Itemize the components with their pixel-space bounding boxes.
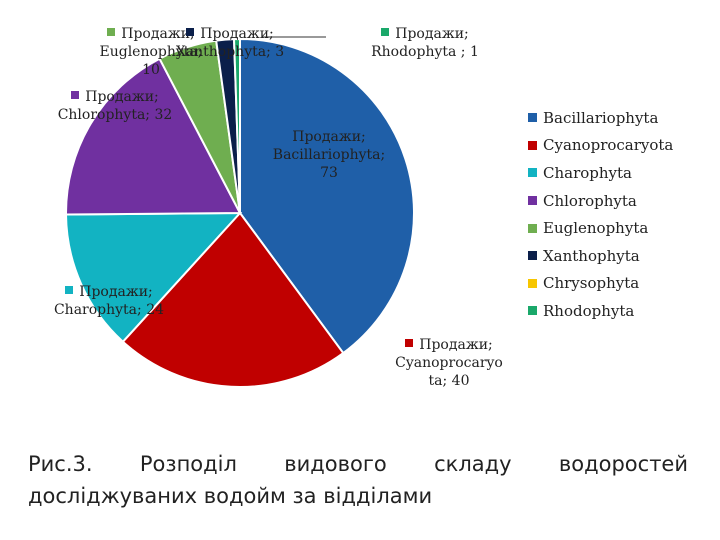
data-label-marker xyxy=(107,28,116,36)
data-label-value: 73 xyxy=(320,165,338,181)
legend-item: Euglenophyta xyxy=(528,214,673,242)
data-label-rhodophyta: Продажи; Rhodophyta ; 1 xyxy=(350,25,500,61)
data-label-category: Euglenophyta; xyxy=(99,44,203,60)
data-label-category: Chlorophyta; xyxy=(57,107,151,123)
legend-item: Charophyta xyxy=(528,159,673,187)
legend-label: Bacillariophyta xyxy=(543,108,659,127)
pie-slice-rhodophyta xyxy=(232,37,241,214)
data-label-cyanoprocaryota: Продажи; Cyanoprocaryo ta; 40 xyxy=(384,336,514,390)
legend-label: Rhodophyta xyxy=(543,301,635,320)
data-label-category: Cyanoprocaryo xyxy=(395,355,503,371)
data-label-series: Продажи; xyxy=(85,89,159,105)
legend-item: Xanthophyta xyxy=(528,242,673,270)
data-label-value: 24 xyxy=(146,302,165,318)
data-label-value: 40 xyxy=(451,373,470,389)
pie-chart: Продажи; Bacillariophyta; 73 Продажи; Cy… xyxy=(30,25,673,390)
legend-label: Xanthophyta xyxy=(543,246,640,265)
legend-swatch xyxy=(528,140,537,150)
legend-item: Chrysophyta xyxy=(528,270,673,298)
data-label-series: Продажи; xyxy=(292,129,366,145)
legend-swatch xyxy=(528,113,537,123)
data-label-marker xyxy=(405,339,414,347)
pie-chart-svg xyxy=(65,36,415,388)
data-label-euglenophyta: Продажи; Euglenophyta; 10 xyxy=(96,25,206,79)
legend-item: Cyanoprocaryota xyxy=(528,132,673,160)
legend-swatch xyxy=(528,168,537,178)
data-label-bacillariophyta: Продажи; Bacillariophyta; 73 xyxy=(264,128,394,182)
pie-slice-charophyta xyxy=(65,211,243,344)
data-label-category: Bacillariophyta; xyxy=(272,147,386,163)
figure-caption: Рис.3. Розподіл видового складу водорост… xyxy=(28,452,688,508)
legend-item: Chlorophyta xyxy=(528,187,673,215)
pie-slice-cyanoprocaryota xyxy=(121,211,345,388)
legend-item: Rhodophyta xyxy=(528,297,673,325)
data-label-category: Rhodophyta ; xyxy=(371,44,466,60)
data-label-series: Продажи; xyxy=(121,26,195,42)
data-label-value: 1 xyxy=(469,44,479,60)
data-label-marker xyxy=(186,28,195,36)
legend: Bacillariophyta Cyanoprocaryota Charophy… xyxy=(528,104,673,325)
data-label-category-cont: ta; xyxy=(428,373,448,389)
data-label-series: Продажи; xyxy=(79,284,153,300)
data-label-value: 10 xyxy=(142,62,160,78)
legend-label: Cyanoprocaryota xyxy=(543,136,674,155)
data-label-value: 3 xyxy=(275,44,285,60)
legend-label: Chlorophyta xyxy=(543,191,637,210)
data-label-marker xyxy=(65,286,74,294)
data-label-xanthophyta: Продажи; Xanthophyta; 3 xyxy=(150,25,310,61)
data-label-value: 32 xyxy=(154,107,173,123)
data-label-category: Charophyta; xyxy=(53,302,142,318)
pie-slice-chlorophyta xyxy=(65,57,242,216)
data-label-marker xyxy=(381,28,390,36)
legend-swatch xyxy=(528,278,537,288)
legend-label: Euglenophyta xyxy=(543,219,649,238)
data-label-charophyta: Продажи; Charophyta; 24 xyxy=(34,283,184,319)
data-label-marker xyxy=(71,91,80,99)
legend-swatch xyxy=(528,196,537,206)
legend-label: Charophyta xyxy=(543,163,632,182)
data-label-series: Продажи; xyxy=(395,26,469,42)
data-label-series: Продажи; xyxy=(419,337,493,353)
data-label-category: Xanthophyta; xyxy=(175,44,271,60)
pie-slice-bacillariophyta xyxy=(239,37,415,355)
legend-swatch xyxy=(528,306,537,316)
data-label-series: Продажи; xyxy=(200,26,274,42)
legend-item: Bacillariophyta xyxy=(528,104,673,132)
legend-swatch xyxy=(528,251,537,261)
legend-label: Chrysophyta xyxy=(543,274,640,293)
legend-swatch xyxy=(528,223,537,233)
data-label-chlorophyta: Продажи; Chlorophyta; 32 xyxy=(30,88,200,124)
